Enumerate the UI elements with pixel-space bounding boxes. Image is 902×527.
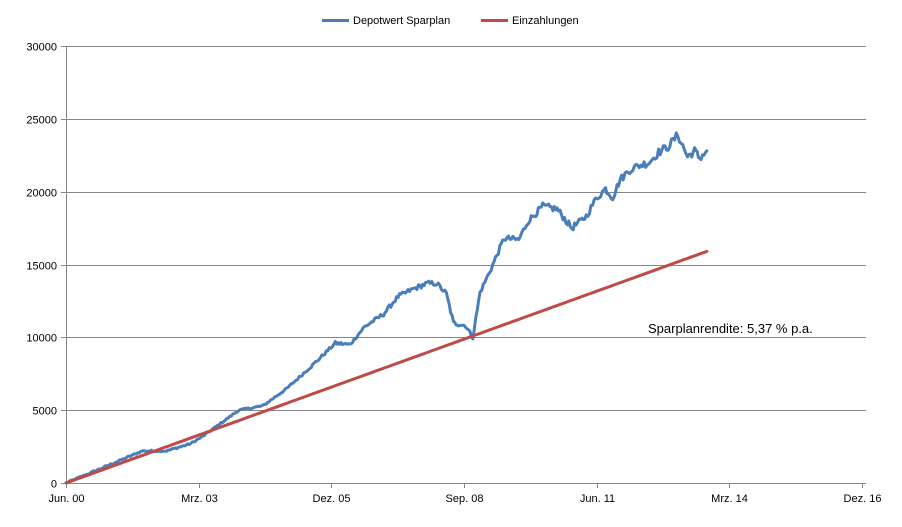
y-tick-label: 15000	[26, 261, 57, 273]
x-tick-label: Mrz. 14	[711, 493, 748, 505]
y-tick-label: 20000	[26, 188, 57, 200]
series-line-einzahlungen	[64, 249, 709, 485]
x-tick-label: Mrz. 03	[181, 493, 218, 505]
legend-label: Depotwert Sparplan	[353, 15, 450, 27]
y-tick-label: 25000	[26, 115, 57, 127]
y-tick-label: 5000	[33, 406, 57, 418]
legend-label: Einzahlungen	[512, 15, 579, 27]
x-tick-label: Dez. 16	[844, 493, 882, 505]
series	[64, 131, 709, 485]
x-tick-label: Dez. 05	[313, 493, 351, 505]
y-tick-label: 30000	[26, 42, 57, 54]
y-tick-label: 0	[51, 479, 57, 491]
x-tick-label: Sep. 08	[446, 493, 484, 505]
x-tick-label: Jun. 11	[580, 493, 615, 505]
annotation-label: Sparplanrendite: 5,37 % p.a.	[648, 321, 813, 336]
grid	[66, 46, 866, 411]
y-tick-label: 10000	[26, 333, 57, 345]
axes: 0 5000 10000 15000 20000 25000 30000 Jun. 00 Mrz…	[26, 42, 881, 506]
x-tick-label: Jun. 00	[48, 493, 84, 505]
legend: Depotwert Sparplan Einzahlungen	[322, 15, 579, 27]
series-line-depotwert	[64, 131, 709, 485]
